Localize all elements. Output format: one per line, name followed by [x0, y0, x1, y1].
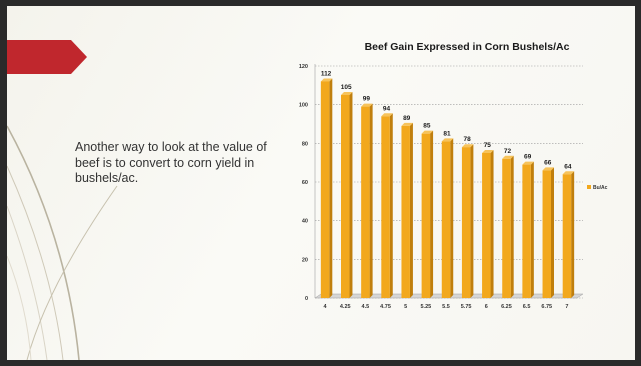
bar	[562, 174, 572, 298]
bar-top	[461, 144, 474, 148]
bar	[401, 125, 410, 298]
x-tick-label: 4.25	[340, 304, 351, 310]
bar-top	[542, 167, 555, 171]
bar	[461, 147, 471, 298]
legend-swatch	[587, 185, 591, 189]
bar	[421, 133, 431, 298]
bar-side	[470, 144, 474, 298]
y-tick-label: 20	[302, 257, 308, 263]
bar-side	[510, 155, 514, 298]
bar-top	[421, 130, 434, 134]
bar-side	[551, 167, 555, 298]
bar	[441, 141, 451, 298]
bar-top	[320, 78, 333, 82]
data-label: 81	[443, 130, 451, 137]
bar	[482, 153, 491, 298]
data-label: 99	[363, 96, 371, 103]
bar-top	[340, 92, 353, 95]
bar-top	[441, 138, 454, 142]
bar	[502, 158, 511, 298]
decorative-curves	[7, 125, 118, 360]
bar-top	[522, 161, 534, 165]
y-tick-label: 60	[302, 180, 308, 186]
data-label: 112	[321, 70, 332, 77]
bar-top	[361, 103, 373, 107]
data-label: 78	[464, 136, 472, 143]
data-label: 94	[383, 105, 391, 112]
x-tick-label: 5	[404, 304, 407, 310]
bar-top	[562, 171, 575, 175]
bar-top	[401, 122, 413, 126]
data-label: 64	[564, 163, 572, 170]
data-label: 72	[504, 148, 512, 155]
bar-side	[329, 78, 333, 298]
slide: Another way to look at the value of beef…	[7, 6, 635, 360]
chart-title: Beef Gain Expressed in Corn Bushels/Ac	[365, 41, 570, 53]
bar-side	[409, 122, 413, 298]
bar-top	[482, 150, 494, 153]
bar	[522, 164, 531, 298]
bar-side	[369, 103, 373, 298]
bar	[381, 116, 390, 299]
bar	[542, 170, 552, 298]
data-label: 85	[423, 123, 431, 130]
data-label: 105	[341, 84, 352, 91]
bar-side	[450, 138, 454, 298]
x-tick-label: 4.75	[380, 304, 391, 310]
y-tick-label: 100	[299, 103, 308, 109]
data-label: 69	[524, 154, 532, 161]
bar-side	[571, 171, 575, 298]
x-tick-label: 7	[565, 304, 568, 310]
bar-side	[530, 161, 534, 298]
x-tick-label: 6.5	[523, 304, 531, 310]
bar	[320, 81, 330, 298]
x-tick-label: 6.75	[541, 304, 552, 310]
x-tick-label: 6	[485, 304, 488, 310]
accent-banner	[7, 40, 87, 74]
data-label: 89	[403, 115, 411, 122]
legend-label: Bu/Ac	[593, 185, 608, 191]
bar	[361, 106, 370, 298]
x-tick-label: 4	[324, 304, 328, 310]
bar-top	[381, 113, 393, 117]
data-label: 75	[484, 142, 492, 149]
bar-side	[389, 113, 393, 299]
bar-chart: Beef Gain Expressed in Corn Bushels/Ac 0…	[299, 41, 608, 310]
bar	[340, 95, 350, 298]
bar-side	[349, 92, 353, 298]
x-tick-label: 6.25	[501, 304, 512, 310]
bar-top	[502, 155, 514, 159]
data-label: 66	[544, 159, 552, 166]
bar-side	[490, 150, 494, 298]
x-tick-label: 4.5	[362, 304, 370, 310]
x-tick-label: 5.75	[461, 304, 472, 310]
y-tick-label: 0	[305, 296, 308, 302]
bar-side	[430, 130, 434, 298]
y-tick-label: 40	[302, 219, 308, 225]
x-tick-label: 5.5	[442, 304, 450, 310]
y-tick-label: 120	[299, 64, 308, 70]
x-tick-label: 5.25	[420, 304, 431, 310]
body-text: Another way to look at the value of beef…	[75, 140, 267, 185]
y-tick-label: 80	[302, 141, 308, 147]
